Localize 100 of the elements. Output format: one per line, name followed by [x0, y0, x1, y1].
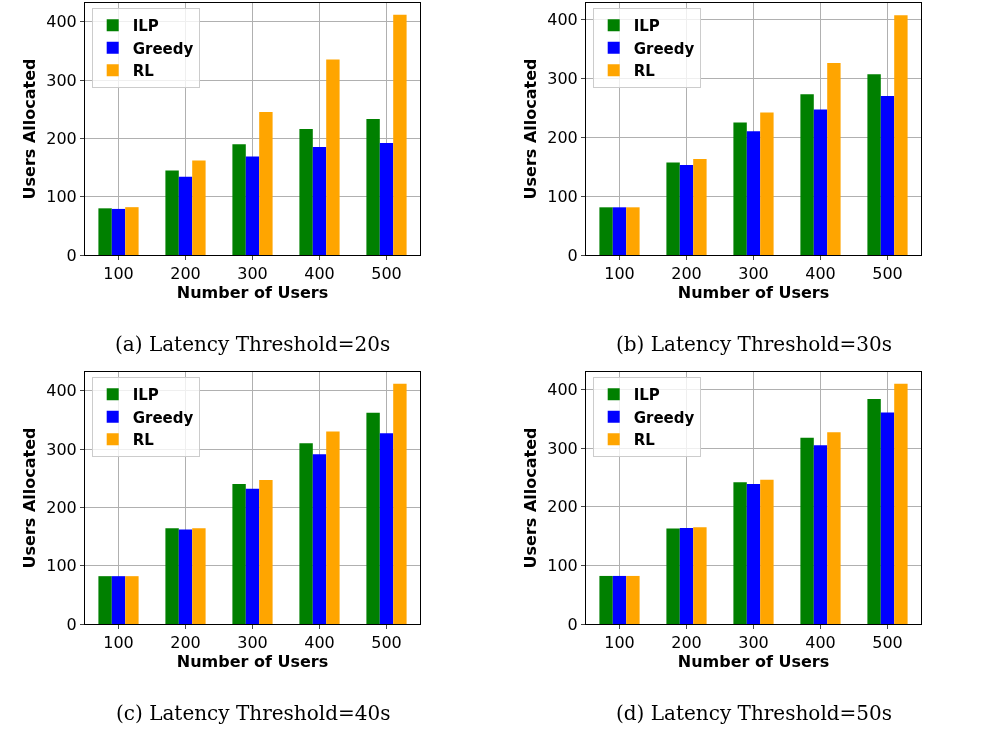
bar — [125, 207, 139, 255]
legend-label: Greedy — [633, 39, 695, 58]
bar — [393, 383, 407, 624]
bar — [192, 160, 206, 255]
bar — [178, 176, 193, 255]
y-tick-label: 0 — [567, 245, 578, 265]
bar — [599, 207, 613, 255]
bar — [379, 433, 394, 624]
y-tick-label: 100 — [547, 556, 578, 575]
bar — [232, 144, 246, 255]
bar — [693, 159, 707, 255]
bar — [312, 147, 327, 255]
bar — [393, 14, 407, 255]
x-tick-label: 500 — [371, 633, 402, 653]
y-axis-title: Users Allocated — [521, 58, 541, 200]
bar — [746, 131, 761, 255]
legend-label: Greedy — [132, 408, 194, 427]
bar — [98, 576, 112, 624]
y-tick-label: 0 — [567, 614, 578, 634]
bar — [800, 94, 814, 255]
y-tick-label: 200 — [547, 127, 578, 147]
legend-label: ILP — [132, 386, 159, 405]
y-tick-label: 0 — [66, 614, 77, 634]
bar — [125, 576, 139, 624]
x-axis-title: Number of Users — [176, 652, 329, 672]
bar — [98, 208, 112, 255]
legend-label: Greedy — [633, 408, 695, 427]
x-tick-label: 300 — [237, 633, 268, 653]
bar — [867, 74, 881, 255]
bar — [312, 454, 327, 624]
legend-label: ILP — [132, 17, 159, 36]
y-tick-label: 100 — [46, 556, 77, 576]
x-tick-label: 300 — [738, 264, 769, 284]
bar — [693, 527, 707, 624]
text: (c) Latency Threshold=40s — [116, 701, 391, 725]
bar — [894, 383, 908, 624]
bar — [612, 575, 627, 624]
x-axis-title: Number of Users — [677, 283, 830, 303]
bar — [626, 575, 640, 624]
y-axis-title: Users Allocated — [20, 427, 40, 569]
bar — [880, 412, 895, 624]
legend-label: RL — [633, 431, 656, 450]
text: (d) Latency Threshold=50s — [616, 701, 893, 725]
bar — [165, 170, 179, 255]
y-tick-label: 300 — [46, 439, 77, 459]
y-tick-label: 200 — [547, 497, 578, 517]
y-tick-label: 400 — [547, 10, 578, 30]
y-axis-title: Users Allocated — [20, 58, 40, 200]
text: (a) Latency Threshold=20s — [115, 332, 391, 356]
x-axis-title: Number of Users — [677, 652, 830, 672]
x-tick-label: 200 — [170, 264, 201, 284]
bar — [679, 164, 694, 255]
x-tick-label: 100 — [103, 264, 134, 284]
x-axis-title: Number of Users — [176, 283, 329, 303]
legend-label: ILP — [633, 17, 660, 36]
bar — [232, 484, 246, 624]
bar — [880, 96, 895, 255]
bar — [666, 528, 680, 624]
y-axis-title: Users Allocated — [521, 427, 541, 569]
legend-label: ILP — [633, 386, 660, 405]
bar — [733, 122, 747, 255]
text: (b) Latency Threshold=30s — [616, 332, 893, 356]
y-tick-label: 400 — [46, 381, 77, 401]
bar — [366, 412, 380, 624]
bar — [299, 129, 313, 255]
x-tick-label: 300 — [237, 264, 268, 284]
x-tick-label: 500 — [872, 633, 903, 653]
x-tick-label: 500 — [371, 264, 402, 284]
x-tick-label: 400 — [304, 264, 335, 284]
bar — [259, 479, 273, 624]
bar — [259, 112, 273, 255]
x-tick-label: 200 — [170, 633, 201, 653]
x-tick-label: 500 — [872, 264, 903, 284]
x-tick-label: 400 — [805, 264, 836, 284]
bar — [827, 432, 841, 624]
bar — [245, 156, 260, 255]
legend-label: Greedy — [132, 39, 194, 58]
bar — [612, 207, 627, 255]
bar — [813, 109, 828, 255]
bar — [245, 488, 260, 624]
legend-label: RL — [132, 431, 155, 450]
bar — [760, 112, 774, 255]
y-tick-label: 300 — [547, 438, 578, 458]
bar — [366, 119, 380, 255]
bar — [379, 143, 394, 255]
bar — [111, 208, 126, 255]
bar — [326, 431, 340, 624]
bar — [192, 528, 206, 624]
y-tick-label: 300 — [46, 70, 77, 90]
x-tick-label: 100 — [103, 633, 134, 653]
bar — [165, 528, 179, 624]
y-tick-label: 200 — [46, 497, 77, 517]
legend-label: RL — [132, 62, 155, 81]
x-tick-label: 100 — [604, 264, 635, 284]
y-tick-label: 0 — [66, 245, 77, 265]
x-tick-label: 300 — [738, 633, 769, 653]
bar — [679, 527, 694, 624]
bar — [827, 63, 841, 255]
y-tick-label: 200 — [46, 128, 77, 148]
bar — [326, 59, 340, 255]
